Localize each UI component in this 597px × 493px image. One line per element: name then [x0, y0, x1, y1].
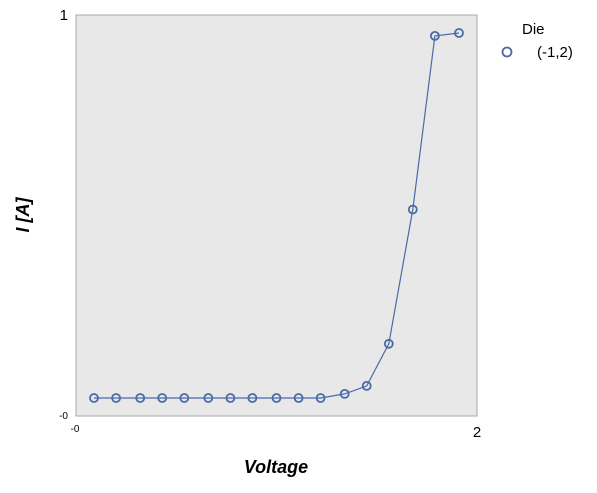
data-point: [339, 388, 350, 399]
data-point: [135, 393, 146, 403]
legend-marker: [501, 46, 513, 58]
data-point: [247, 393, 258, 403]
legend: Die (-1,2): [501, 21, 573, 61]
legend-entry-label: (-1,2): [537, 44, 573, 61]
data-point: [225, 393, 236, 403]
y-tick-max: 1: [60, 7, 68, 24]
data-point: [315, 393, 326, 403]
data-point: [203, 393, 214, 403]
x-axis-title: Voltage: [244, 457, 308, 477]
series-line-0: [94, 32, 460, 399]
data-point: [454, 28, 464, 38]
data-point: [157, 393, 168, 403]
data-point: [407, 204, 418, 215]
data-point: [429, 31, 440, 41]
legend-title: Die: [522, 21, 545, 38]
series-layer: [89, 28, 464, 403]
data-point: [111, 393, 121, 403]
plot-area: [75, 14, 478, 417]
y-tick-min: -0: [59, 411, 68, 422]
y-axis-title: I [A]: [13, 197, 33, 233]
data-point: [293, 393, 304, 403]
x-tick-min: -0: [71, 424, 80, 435]
data-point: [383, 338, 394, 349]
data-point: [179, 393, 190, 403]
data-point: [271, 393, 282, 403]
data-point: [361, 380, 372, 391]
x-tick-max: 2: [473, 424, 481, 441]
data-point: [89, 393, 99, 403]
